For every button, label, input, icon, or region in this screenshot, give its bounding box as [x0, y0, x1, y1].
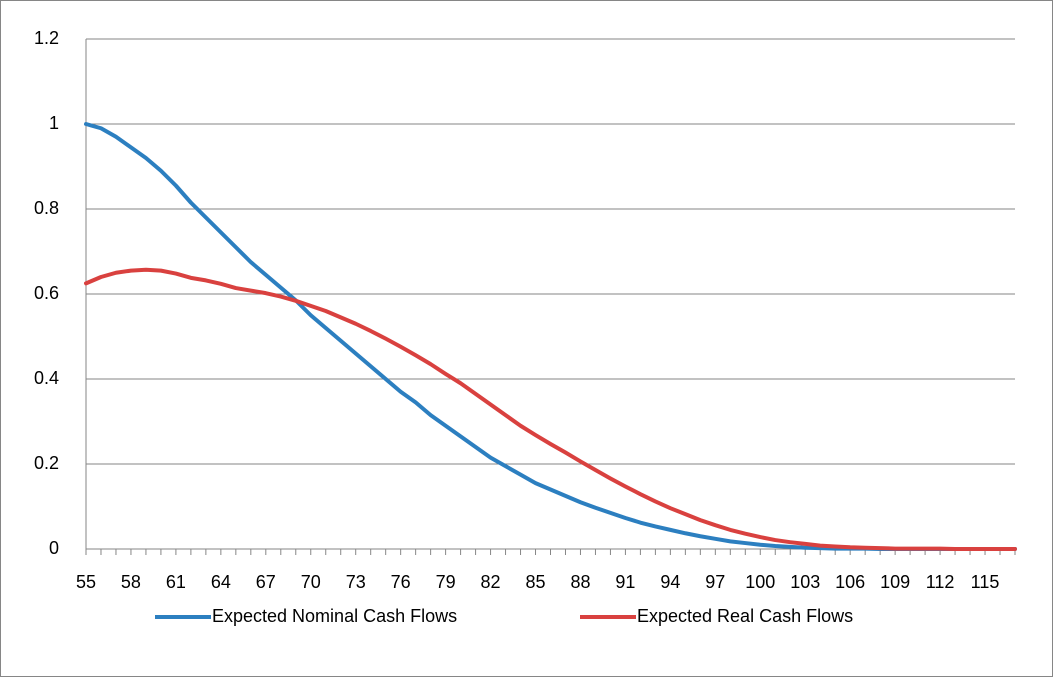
x-tick-label: 94: [660, 572, 680, 592]
x-tick-label: 82: [481, 572, 501, 592]
x-tick-label: 112: [926, 572, 955, 592]
x-tick-label: 109: [880, 572, 910, 592]
x-tick-label: 79: [436, 572, 456, 592]
x-tick-label: 103: [790, 572, 820, 592]
y-tick-label: 0.6: [34, 283, 59, 303]
y-tick-label: 0.8: [34, 198, 59, 218]
x-tick-label: 61: [166, 572, 186, 592]
legend-label: Expected Nominal Cash Flows: [212, 606, 457, 626]
y-tick-label: 0.4: [34, 368, 59, 388]
x-tick-label: 97: [705, 572, 725, 592]
x-tick-label: 91: [615, 572, 635, 592]
x-tick-label: 55: [76, 572, 96, 592]
x-tick-label: 76: [391, 572, 411, 592]
x-tick-label: 85: [526, 572, 546, 592]
y-tick-label: 1: [49, 113, 59, 133]
y-tick-label: 0: [49, 538, 59, 558]
legend-label: Expected Real Cash Flows: [637, 606, 853, 626]
x-tick-label: 64: [211, 572, 231, 592]
x-tick-label: 106: [835, 572, 865, 592]
x-tick-label: 70: [301, 572, 321, 592]
x-tick-label: 73: [346, 572, 366, 592]
series-line: [84, 267, 1017, 551]
x-tick-label: 100: [745, 572, 775, 592]
x-tick-label: 67: [256, 572, 276, 592]
y-tick-label: 1.2: [34, 28, 59, 48]
y-tick-label: 0.2: [34, 453, 59, 473]
x-tick-label: 58: [121, 572, 141, 592]
x-tick-label: 88: [570, 572, 590, 592]
x-tick-label: 115: [971, 572, 1000, 592]
